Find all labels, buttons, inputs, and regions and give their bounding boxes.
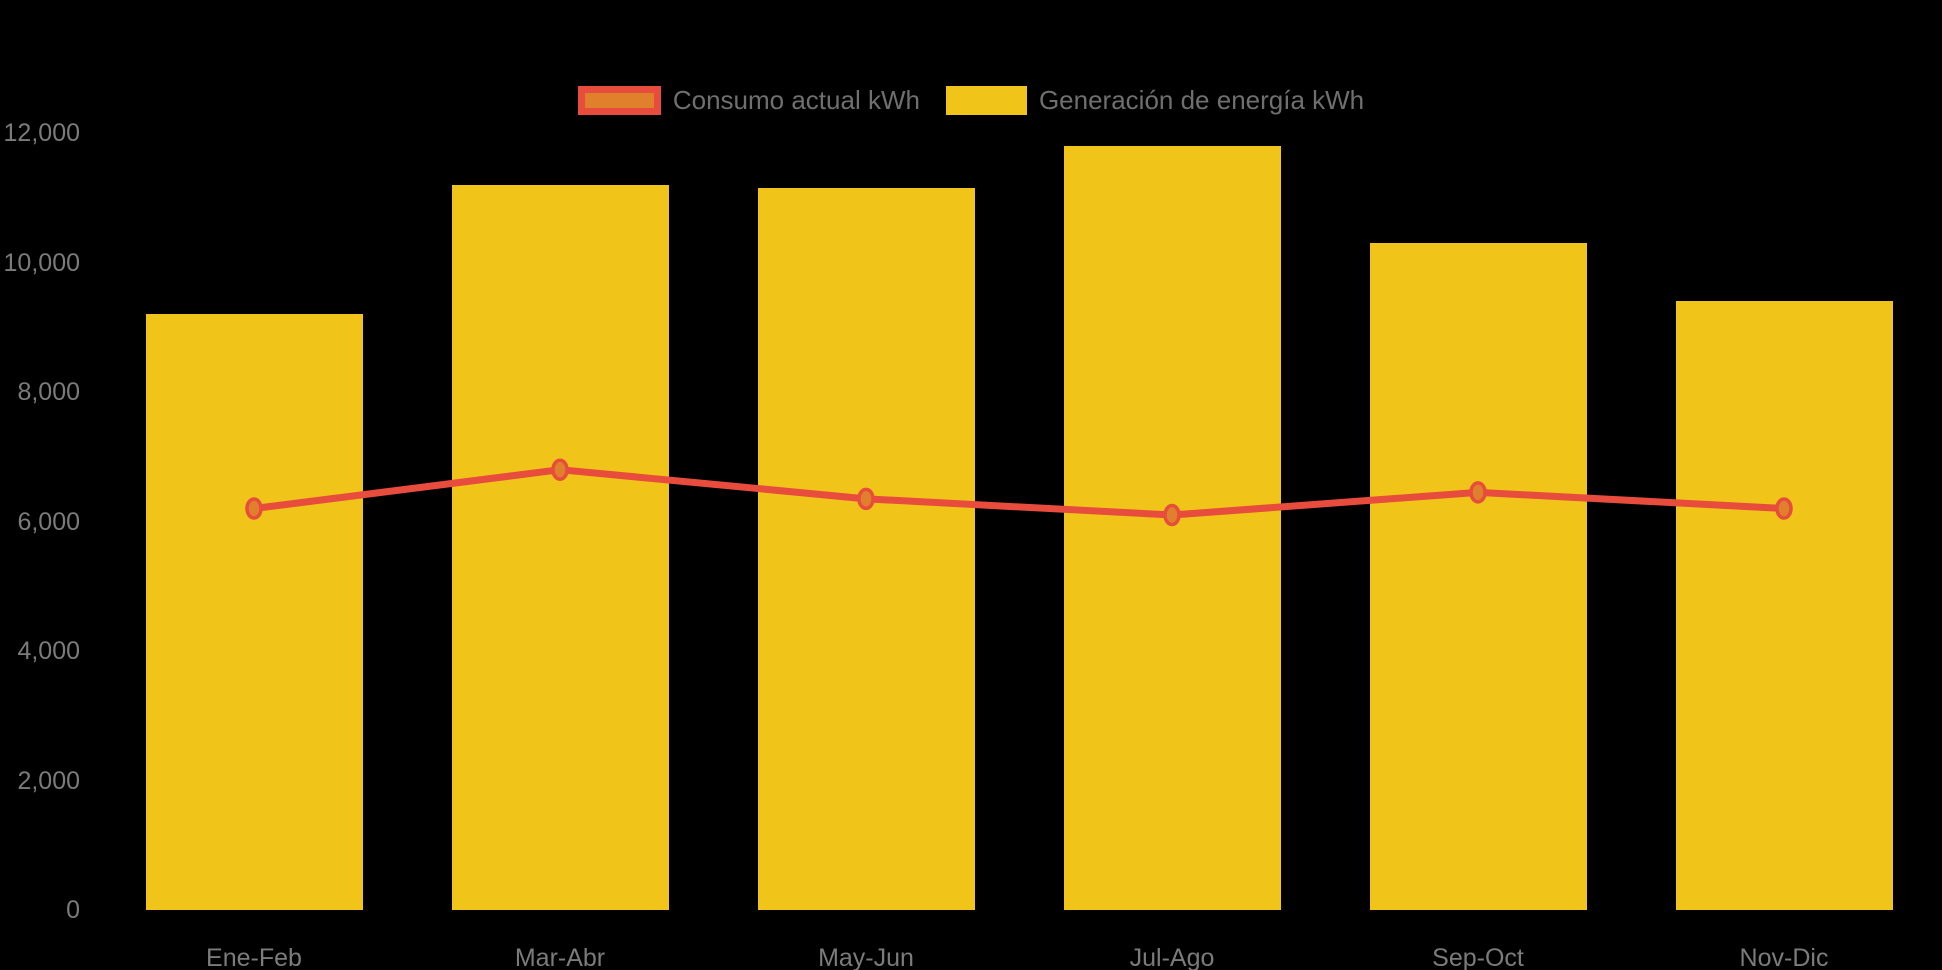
- consumo-data-point[interactable]: [551, 458, 569, 481]
- y-axis-tick-label: 0: [66, 896, 80, 924]
- consumo-line-swatch-icon: [577, 86, 661, 115]
- consumo-data-point[interactable]: [1469, 481, 1487, 504]
- x-axis-tick-label: Jul-Ago: [1129, 944, 1215, 970]
- bar-generacion[interactable]: [757, 188, 975, 910]
- x-axis-tick-label: Mar-Abr: [514, 944, 606, 970]
- consumo-data-point[interactable]: [1775, 497, 1793, 520]
- x-axis-tick-label: Sep-Oct: [1432, 944, 1524, 970]
- y-axis-tick-label: 4,000: [17, 637, 80, 665]
- x-axis-tick-label: May-Jun: [818, 944, 914, 970]
- bar-generacion[interactable]: [1369, 243, 1587, 910]
- bar-generacion[interactable]: [451, 184, 669, 910]
- legend-label-consumo: Consumo actual kWh: [672, 85, 920, 115]
- legend-label-generacion: Generación de energía kWh: [1038, 85, 1365, 115]
- consumo-data-point[interactable]: [1163, 503, 1181, 527]
- x-axis-tick-label: Nov-Dic: [1739, 944, 1829, 970]
- y-axis-tick-label: 8,000: [17, 378, 80, 406]
- x-axis-tick-label: Ene-Feb: [206, 944, 302, 970]
- y-axis-tick-label: 6,000: [17, 507, 80, 536]
- consumo-data-point[interactable]: [245, 497, 263, 520]
- generacion-bar-swatch-icon: [945, 86, 1027, 115]
- legend-item-consumo[interactable]: Consumo actual kWh: [577, 85, 920, 115]
- legend-item-generacion[interactable]: Generación de energía kWh: [945, 85, 1365, 115]
- y-axis-tick-label: 12,000: [3, 119, 80, 147]
- bar-generacion[interactable]: [1675, 301, 1893, 910]
- bar-generacion[interactable]: [1063, 145, 1281, 910]
- chart-legend: Consumo actual kWh Generación de energía…: [0, 86, 1942, 115]
- bar-generacion[interactable]: [145, 314, 363, 910]
- y-axis-tick-label: 10,000: [3, 248, 80, 277]
- y-axis-tick-label: 2,000: [17, 766, 80, 795]
- consumo-data-point[interactable]: [857, 487, 875, 511]
